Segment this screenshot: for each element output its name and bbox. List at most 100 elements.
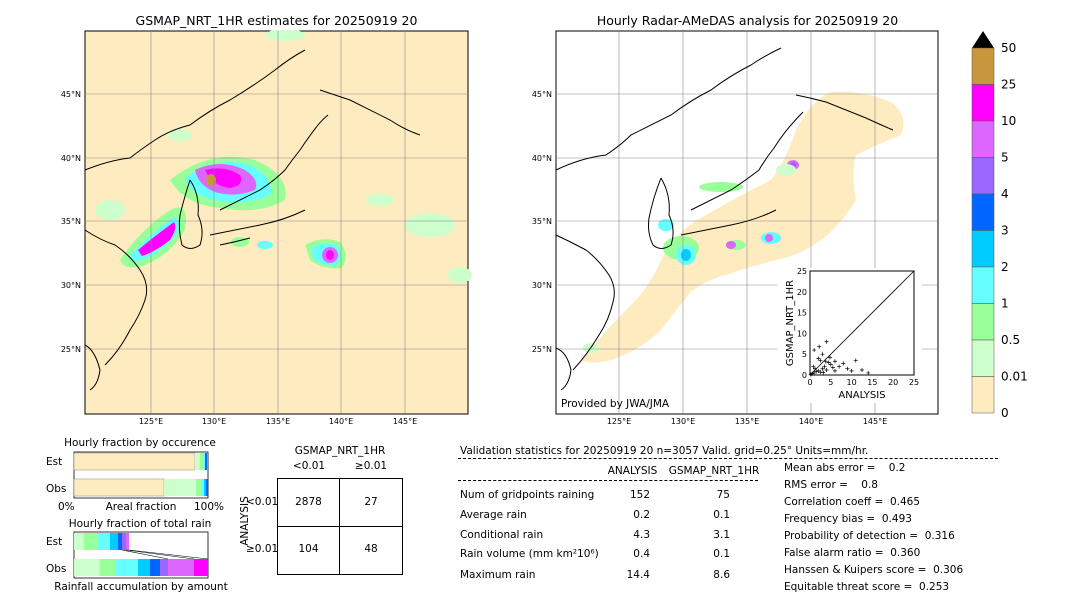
contingency-cell: 48 — [364, 543, 378, 555]
right-lon-label: 140°E — [799, 417, 823, 426]
scatter-point — [827, 355, 832, 360]
left-lat-label: 30°N — [61, 281, 81, 290]
scatter-xlabel: ANALYSIS — [838, 390, 885, 401]
scatter-point — [832, 368, 837, 373]
scatter-xtick: 10 — [847, 378, 857, 387]
score-line: Equitable threat score = 0.253 — [784, 581, 950, 593]
colorbar-label: 50 — [1001, 41, 1016, 55]
left-coastline — [84, 49, 421, 391]
stats-row-analysis: 4.3 — [633, 529, 650, 541]
score-line: Correlation coeff = 0.465 — [784, 496, 920, 508]
left-lon-label: 140°E — [329, 417, 353, 426]
scatter-point — [824, 339, 829, 344]
colorbar-label: 1 — [1001, 297, 1009, 311]
left-map-title: GSMAP_NRT_1HR estimates for 20250919 20 — [135, 13, 418, 28]
scatter-point — [817, 344, 822, 349]
left-lon-label: 130°E — [202, 417, 226, 426]
right-map-title: Hourly Radar-AMeDAS analysis for 2025091… — [596, 13, 899, 28]
scatter-point — [820, 352, 825, 357]
scatter-ytick: 5 — [802, 350, 807, 359]
stats-row-gsmap: 8.6 — [713, 569, 730, 581]
right-map-credit: Provided by JWA/JMA — [561, 398, 670, 410]
colorbar-label: 5 — [1001, 151, 1009, 165]
stats-row-analysis: 0.2 — [633, 509, 650, 521]
left-lat-labels: 45°N 40°N 35°N 30°N 25°N — [61, 90, 81, 354]
colorbar-label: 2 — [1001, 260, 1009, 274]
colorbar-box — [971, 157, 995, 195]
contingency-cell: 2878 — [295, 496, 322, 508]
left-lat-label: 25°N — [61, 345, 81, 354]
scatter-point — [866, 370, 871, 375]
colorbar-box — [971, 84, 995, 122]
scatter-point — [820, 366, 825, 371]
left-lon-label: 135°E — [266, 417, 290, 426]
left-lon-label: 145°E — [393, 417, 417, 426]
stats-row-label: Average rain — [460, 509, 527, 521]
colorbar-label: 3 — [1001, 224, 1009, 238]
scatter-point — [814, 369, 819, 374]
contingency-col-lt: <0.01 — [292, 460, 326, 472]
scatter-point — [860, 368, 864, 373]
scatter-point — [811, 364, 816, 369]
stats-row-analysis: 14.4 — [626, 569, 650, 581]
colorbar-box — [971, 339, 995, 377]
left-lon-labels: 125°E 130°E 135°E 140°E 145°E — [139, 417, 417, 426]
stats-divider — [458, 458, 998, 459]
left-lon-label: 125°E — [139, 417, 163, 426]
scatter-ylabel: GSMAP_NRT_1HR — [785, 280, 796, 366]
occurrence-est-bar — [73, 452, 207, 471]
occurrence-obs-bar — [73, 478, 208, 497]
total-rain-connectors — [121, 549, 209, 560]
right-lon-labels: 125°E 130°E 135°E 140°E 145°E — [607, 417, 887, 426]
scatter-point — [824, 368, 829, 373]
right-lon-label: 145°E — [863, 417, 887, 426]
stats-row-analysis: 0.4 — [633, 548, 650, 560]
occurrence-title: Hourly fraction by occurence — [64, 437, 216, 449]
right-lat-label: 45°N — [532, 90, 552, 99]
total-rain-row-est: Est — [46, 536, 62, 548]
total-rain-row-obs: Obs — [46, 563, 66, 575]
score-line: Hanssen & Kuipers score = 0.306 — [784, 564, 964, 576]
contingency-col-title: GSMAP_NRT_1HR — [294, 445, 386, 457]
contingency-row-ge: ≥0.01 — [246, 543, 279, 555]
scatter-xticks: 0 5 10 15 20 25 — [807, 378, 919, 387]
colorbar-label: 0.01 — [1001, 370, 1028, 384]
scatter-ytick: 20 — [797, 288, 807, 297]
colorbar-label: 25 — [1001, 78, 1016, 92]
colorbar-box — [971, 266, 995, 304]
occurrence-xlabel-left: 0% — [58, 501, 75, 513]
right-lon-label: 130°E — [671, 417, 695, 426]
colorbar-label: 10 — [1001, 114, 1016, 128]
total-rain-est-bar — [74, 533, 129, 550]
stats-row-label: Conditional rain — [460, 529, 544, 541]
right-lon-label: 125°E — [607, 417, 631, 426]
scatter-point — [812, 370, 817, 375]
left-lat-label: 35°N — [61, 217, 81, 226]
scatter-point — [853, 358, 858, 363]
scatter-point — [828, 362, 833, 367]
left-map-background — [84, 30, 469, 415]
right-lat-label: 40°N — [532, 154, 552, 163]
colorbar-extend-arrow — [972, 31, 994, 48]
scatter-point — [849, 368, 854, 373]
scatter-point — [810, 371, 815, 376]
right-lon-label: 135°E — [735, 417, 759, 426]
scatter-point — [845, 366, 850, 371]
stats-row-gsmap: 3.1 — [713, 529, 730, 541]
scatter-point — [818, 358, 823, 363]
colorbar-box — [971, 120, 995, 158]
total-rain-title: Hourly fraction of total rain — [68, 518, 212, 530]
scatter-xtick: 5 — [828, 378, 833, 387]
contingency-col-ge: ≥0.01 — [354, 460, 388, 472]
scatter-xtick: 20 — [888, 378, 898, 387]
colorbar-box — [971, 303, 995, 341]
occurrence-xlabel-mid: Areal fraction — [106, 501, 177, 513]
colorbar-label: 0 — [1001, 406, 1009, 420]
left-lat-label: 40°N — [61, 154, 81, 163]
scatter-point — [830, 365, 835, 370]
colorbar-box — [971, 47, 995, 85]
colorbar-label: 0.5 — [1001, 333, 1020, 347]
contingency-table: 2878 27 104 48 — [277, 478, 403, 575]
scatter-point — [818, 370, 823, 375]
scatter-ytick: 10 — [797, 329, 807, 338]
